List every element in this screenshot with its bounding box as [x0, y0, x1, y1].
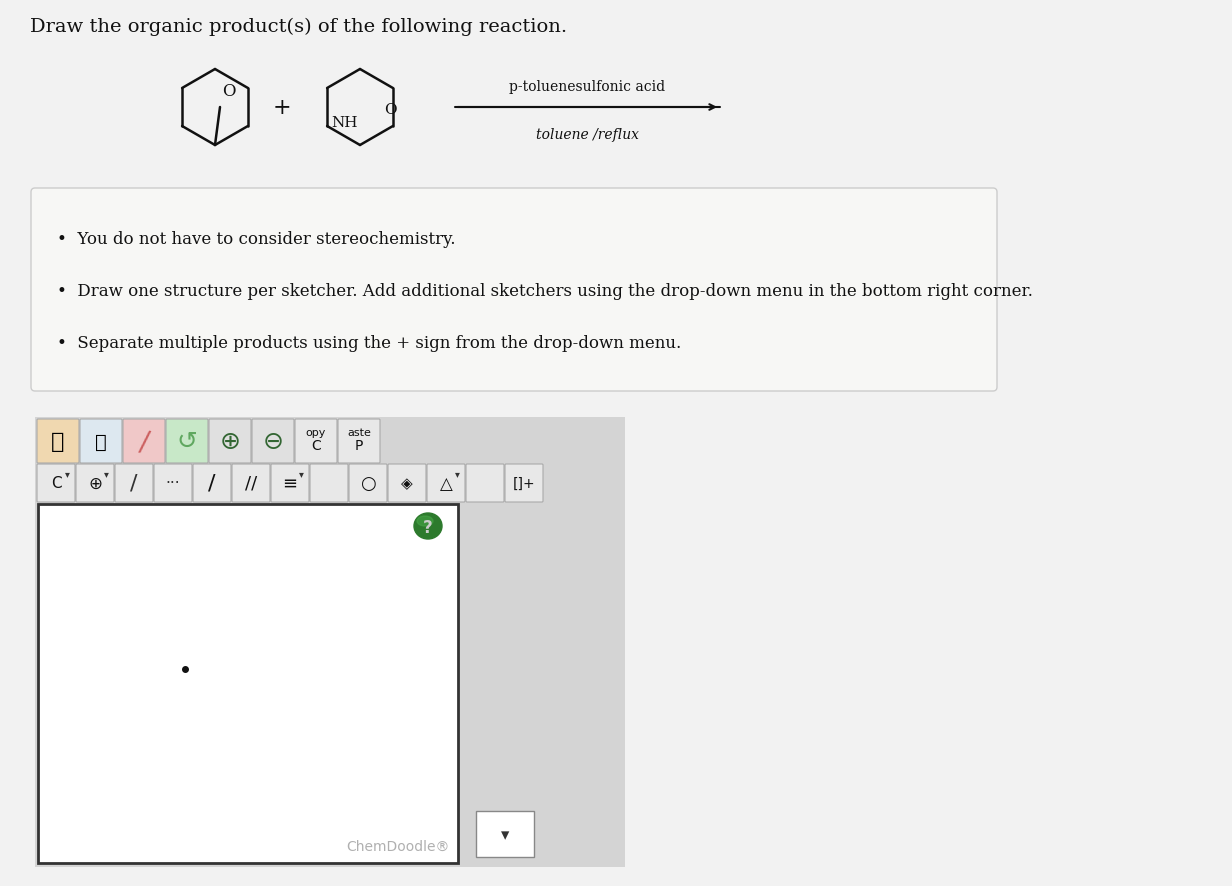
FancyBboxPatch shape	[209, 420, 251, 463]
Text: /: /	[208, 473, 216, 494]
Text: ≡: ≡	[282, 475, 298, 493]
Text: △: △	[440, 475, 452, 493]
FancyBboxPatch shape	[166, 420, 208, 463]
FancyBboxPatch shape	[253, 420, 294, 463]
FancyBboxPatch shape	[338, 420, 379, 463]
FancyBboxPatch shape	[38, 504, 458, 863]
FancyBboxPatch shape	[232, 464, 270, 502]
Text: ▾: ▾	[455, 469, 460, 478]
Ellipse shape	[414, 513, 442, 540]
FancyBboxPatch shape	[388, 464, 426, 502]
FancyBboxPatch shape	[123, 420, 165, 463]
Text: •  You do not have to consider stereochemistry.: • You do not have to consider stereochem…	[57, 230, 456, 248]
FancyBboxPatch shape	[428, 464, 464, 502]
Text: NH: NH	[331, 116, 357, 130]
Text: opy: opy	[306, 427, 326, 438]
FancyBboxPatch shape	[505, 464, 543, 502]
FancyBboxPatch shape	[115, 464, 153, 502]
Text: ▾: ▾	[298, 469, 303, 478]
Text: •  Separate multiple products using the + sign from the drop-down menu.: • Separate multiple products using the +…	[57, 335, 681, 352]
Text: aste: aste	[347, 427, 371, 438]
Text: ◈: ◈	[402, 476, 413, 491]
Text: []+: []+	[513, 477, 536, 491]
Text: /: /	[137, 427, 152, 456]
Text: C: C	[312, 439, 320, 453]
FancyBboxPatch shape	[294, 420, 338, 463]
Text: 🗂: 🗂	[95, 432, 107, 451]
Text: Draw the organic product(s) of the following reaction.: Draw the organic product(s) of the follo…	[30, 18, 567, 36]
Text: ▾: ▾	[501, 825, 509, 843]
Text: toluene /reflux: toluene /reflux	[536, 128, 639, 142]
Text: p-toluenesulfonic acid: p-toluenesulfonic acid	[510, 80, 665, 94]
Text: ✋: ✋	[52, 431, 65, 452]
FancyBboxPatch shape	[271, 464, 309, 502]
Text: ▾: ▾	[103, 469, 108, 478]
Text: ⊕: ⊕	[87, 475, 102, 493]
Text: ⊖: ⊖	[262, 430, 283, 454]
FancyBboxPatch shape	[349, 464, 387, 502]
Text: ⊕: ⊕	[219, 430, 240, 454]
Text: O: O	[384, 103, 397, 117]
Text: C: C	[51, 476, 62, 491]
FancyBboxPatch shape	[76, 464, 115, 502]
Text: +: +	[272, 97, 291, 119]
FancyBboxPatch shape	[193, 464, 232, 502]
FancyBboxPatch shape	[34, 417, 625, 867]
Text: ▾: ▾	[64, 469, 69, 478]
Text: •  Draw one structure per sketcher. Add additional sketchers using the drop-down: • Draw one structure per sketcher. Add a…	[57, 283, 1032, 299]
Text: ○: ○	[360, 475, 376, 493]
FancyBboxPatch shape	[37, 464, 75, 502]
Ellipse shape	[416, 517, 432, 526]
FancyBboxPatch shape	[310, 464, 347, 502]
Text: //: //	[245, 475, 257, 493]
Text: P: P	[355, 439, 363, 453]
Text: /: /	[131, 473, 138, 494]
Text: ↺: ↺	[176, 430, 197, 454]
Text: ChemDoodle®: ChemDoodle®	[346, 839, 450, 853]
FancyBboxPatch shape	[31, 189, 997, 392]
FancyBboxPatch shape	[154, 464, 192, 502]
FancyBboxPatch shape	[476, 811, 533, 857]
Text: ···: ···	[165, 476, 180, 491]
FancyBboxPatch shape	[80, 420, 122, 463]
Text: ?: ?	[423, 518, 432, 536]
FancyBboxPatch shape	[37, 420, 79, 463]
Text: O: O	[222, 83, 235, 100]
FancyBboxPatch shape	[466, 464, 504, 502]
